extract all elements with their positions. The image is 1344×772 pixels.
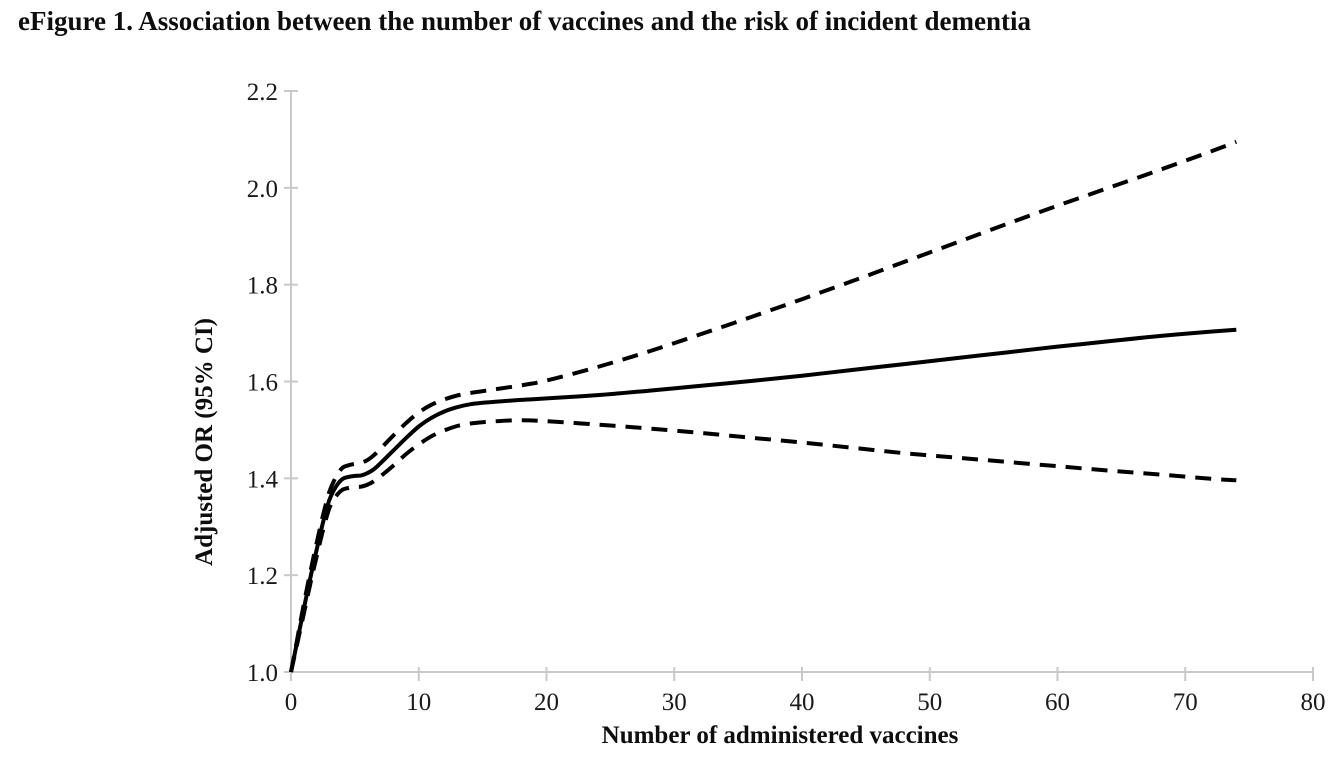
x-tick-label: 50	[917, 689, 942, 716]
x-tick-label: 70	[1173, 689, 1198, 716]
y-tick-label: 2.2	[247, 79, 278, 106]
y-tick-label: 1.8	[247, 273, 278, 300]
y-axis-label: Adjusted OR (95% CI)	[191, 318, 218, 566]
y-tick-label: 2.0	[247, 176, 278, 203]
figure-title: eFigure 1. Association between the numbe…	[18, 6, 1031, 36]
x-tick-label: 80	[1301, 689, 1326, 716]
x-axis-label: Number of administered vaccines	[601, 722, 959, 749]
x-tick-label: 40	[790, 689, 815, 716]
y-tick-label: 1.4	[247, 466, 279, 493]
or-curve	[289, 327, 1237, 673]
y-tick-label: 1.0	[247, 660, 278, 687]
ci-upper-curve	[289, 139, 1238, 673]
x-tick-label: 60	[1045, 689, 1070, 716]
x-tick-label: 0	[285, 689, 298, 716]
y-tick-label: 1.2	[247, 563, 278, 590]
x-tick-label: 20	[534, 689, 559, 716]
x-tick-label: 10	[406, 689, 431, 716]
y-tick-label: 1.6	[247, 370, 278, 397]
ci-lower-curve	[289, 418, 1237, 673]
x-tick-label: 30	[662, 689, 687, 716]
